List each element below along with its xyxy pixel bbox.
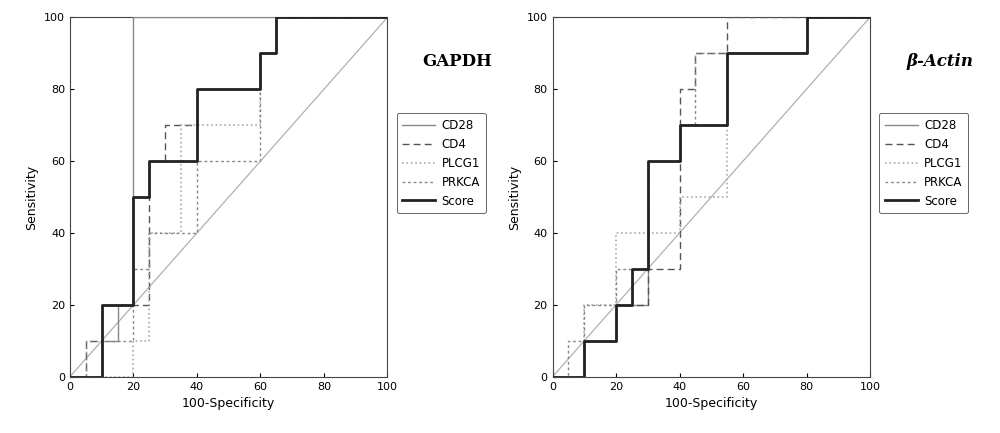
Text: β-Actin: β-Actin bbox=[906, 53, 973, 70]
Y-axis label: Sensitivity: Sensitivity bbox=[508, 165, 521, 229]
Y-axis label: Sensitivity: Sensitivity bbox=[26, 165, 39, 229]
Legend: CD28, CD4, PLCG1, PRKCA, Score: CD28, CD4, PLCG1, PRKCA, Score bbox=[879, 113, 968, 213]
Legend: CD28, CD4, PLCG1, PRKCA, Score: CD28, CD4, PLCG1, PRKCA, Score bbox=[397, 113, 486, 213]
X-axis label: 100-Specificity: 100-Specificity bbox=[665, 397, 758, 410]
Text: GAPDH: GAPDH bbox=[422, 53, 492, 70]
X-axis label: 100-Specificity: 100-Specificity bbox=[182, 397, 275, 410]
